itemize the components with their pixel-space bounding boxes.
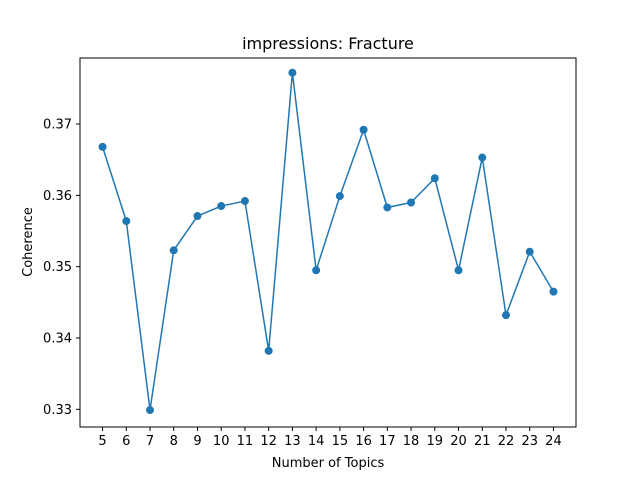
- y-tick-label: 0.33: [43, 403, 72, 418]
- x-tick-label: 10: [213, 434, 230, 449]
- x-tick-label: 5: [98, 434, 106, 449]
- x-axis-label: Number of Topics: [272, 456, 385, 471]
- series-layer: [98, 68, 558, 415]
- x-tick-label: 20: [450, 434, 467, 449]
- y-tick-label: 0.37: [43, 118, 72, 133]
- data-point: [525, 247, 534, 256]
- x-tick-label: 23: [521, 434, 538, 449]
- data-point: [478, 153, 487, 162]
- x-tick-label: 15: [332, 434, 349, 449]
- x-tick-label: 14: [308, 434, 325, 449]
- data-point: [240, 197, 249, 206]
- x-tick-label: 22: [498, 434, 515, 449]
- data-point: [98, 142, 107, 151]
- x-ticks: 5 6 7 8 9 10 11 12 13 14 15 16 17 18 19 20 21 22 23 24: [98, 427, 562, 449]
- data-point: [264, 346, 273, 355]
- plot-area: [80, 58, 576, 427]
- x-tick-label: 12: [260, 434, 277, 449]
- data-point: [359, 125, 368, 134]
- data-point: [335, 192, 344, 201]
- data-point: [288, 68, 297, 77]
- data-point: [430, 174, 439, 183]
- data-point: [407, 198, 416, 207]
- data-point: [169, 246, 178, 255]
- data-point: [193, 212, 202, 221]
- data-point: [217, 202, 226, 211]
- data-point: [454, 266, 463, 275]
- data-point: [501, 311, 510, 320]
- x-tick-label: 11: [237, 434, 254, 449]
- x-tick-label: 13: [284, 434, 301, 449]
- data-point: [383, 203, 392, 212]
- x-tick-label: 16: [355, 434, 372, 449]
- plot-frame: [79, 57, 577, 428]
- y-tick-label: 0.36: [43, 189, 72, 204]
- x-tick-label: 18: [403, 434, 420, 449]
- series-line: [101, 71, 555, 411]
- x-tick-label: 8: [170, 434, 178, 449]
- data-point: [312, 266, 321, 275]
- data-point: [549, 287, 558, 296]
- x-tick-label: 19: [427, 434, 444, 449]
- data-point: [122, 217, 131, 226]
- y-axis-label: Coherence: [21, 207, 36, 277]
- x-tick-label: 7: [146, 434, 154, 449]
- x-tick-label: 21: [474, 434, 491, 449]
- x-tick-label: 6: [122, 434, 130, 449]
- data-point: [146, 406, 155, 415]
- y-tick-label: 0.35: [43, 260, 72, 275]
- x-tick-label: 17: [379, 434, 396, 449]
- chart-title: impressions: Fracture: [242, 34, 414, 53]
- y-ticks: 0.33 0.34 0.35 0.36 0.37: [43, 118, 80, 418]
- x-tick-label: 9: [193, 434, 201, 449]
- y-tick-label: 0.34: [43, 331, 72, 346]
- x-tick-label: 24: [545, 434, 562, 449]
